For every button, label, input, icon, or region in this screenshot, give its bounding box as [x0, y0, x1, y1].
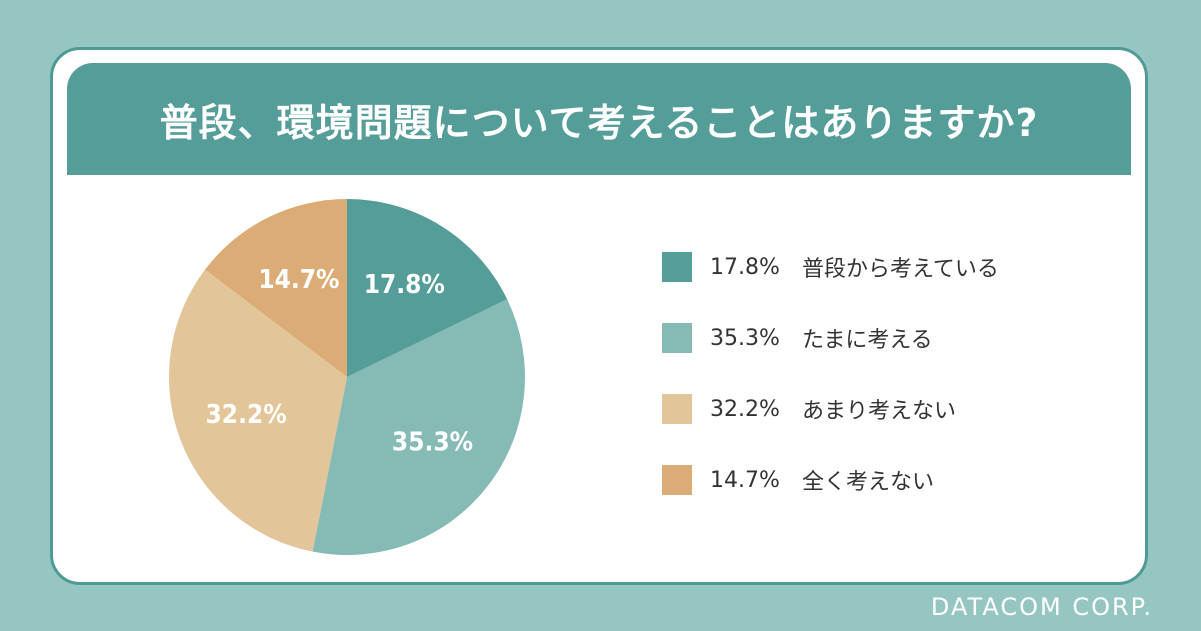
- slice-label: 17.8%: [364, 270, 445, 300]
- legend-percent: 32.2%: [710, 396, 780, 422]
- legend-swatch: [662, 394, 692, 424]
- legend: 17.8% 普段から考えている 35.3% たまに考える 32.2% あまり考え…: [662, 252, 999, 536]
- legend-item: 17.8% 普段から考えている: [662, 252, 999, 282]
- legend-percent: 14.7%: [710, 467, 780, 493]
- legend-item: 35.3% たまに考える: [662, 323, 999, 353]
- title-band: 普段、環境問題について考えることはありますか?: [67, 63, 1131, 175]
- pie-slice: [312, 299, 525, 555]
- slice-label: 32.2%: [206, 400, 287, 430]
- legend-label: 普段から考えている: [802, 257, 999, 282]
- legend-label: 全く考えない: [802, 470, 935, 495]
- pie-slice: [347, 199, 508, 377]
- chart-title: 普段、環境問題について考えることはありますか?: [159, 100, 1039, 145]
- legend-label: たまに考える: [802, 328, 933, 353]
- legend-item: 14.7% 全く考えない: [662, 465, 999, 495]
- pie-chart: 17.8% 35.3% 32.2% 14.7%: [169, 199, 525, 555]
- pie-slice: [204, 199, 347, 377]
- slice-label: 14.7%: [258, 265, 339, 295]
- brand-logo: DATACOM CORP.: [930, 593, 1153, 621]
- legend-swatch: [662, 323, 692, 353]
- legend-swatch: [662, 465, 692, 495]
- legend-label: あまり考えない: [802, 399, 957, 424]
- legend-percent: 17.8%: [710, 254, 780, 280]
- pie-slice: [169, 269, 347, 552]
- legend-percent: 35.3%: [710, 325, 780, 351]
- slice-label: 35.3%: [392, 427, 473, 457]
- chart-card: 普段、環境問題について考えることはありますか? 17.8% 35.3% 32.2% 1…: [50, 47, 1148, 585]
- legend-item: 32.2% あまり考えない: [662, 394, 999, 424]
- legend-swatch: [662, 252, 692, 282]
